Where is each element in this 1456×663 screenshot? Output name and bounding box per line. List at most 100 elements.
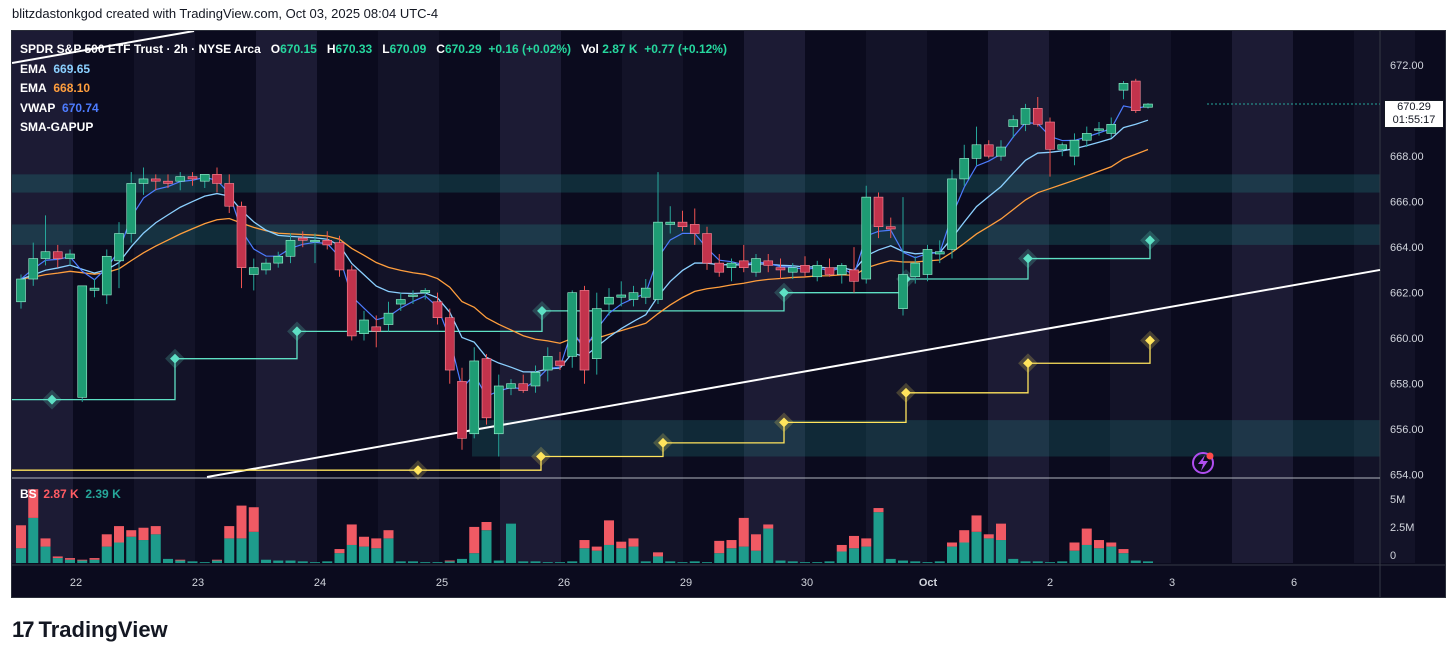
pivot-marker — [536, 451, 546, 462]
sell-volume-bar — [616, 541, 627, 549]
buy-volume-bar — [65, 559, 75, 563]
buy-volume-bar — [493, 560, 504, 563]
candle — [261, 262, 271, 271]
buy-volume-bar — [273, 560, 284, 563]
sell-volume-bar — [126, 530, 137, 537]
x-tick-label: 6 — [1291, 577, 1297, 589]
sell-volume-bar — [1106, 542, 1117, 547]
buy-volume-bar — [359, 546, 369, 563]
sell-volume-bar — [653, 552, 663, 557]
legend-vwap[interactable]: VWAP 670.74 — [20, 100, 99, 115]
candle — [493, 385, 504, 435]
bs-legend[interactable]: BS 2.87 K 2.39 K — [20, 487, 121, 501]
candle — [273, 255, 284, 264]
buy-volume-bar — [983, 538, 994, 563]
buy-volume-bar — [199, 562, 210, 563]
candle — [555, 360, 565, 366]
sell-volume-bar — [873, 508, 884, 513]
pivot-marker — [1145, 235, 1155, 246]
legend-sma-gapup[interactable]: SMA-GAPUP — [20, 120, 94, 134]
pivot-marker — [292, 326, 302, 337]
candle — [898, 274, 908, 309]
candle — [738, 260, 749, 268]
buy-volume-bar — [787, 561, 798, 563]
buy-volume-bar — [726, 548, 737, 563]
y-tick-label: 660.00 — [1390, 333, 1424, 345]
buy-volume-bar — [836, 551, 847, 563]
chart-legend: SPDR S&P 500 ETF Trust · 2h · NYSE Arca … — [20, 40, 727, 138]
buy-volume-bar — [567, 561, 578, 563]
candle — [432, 301, 443, 319]
candle — [861, 196, 872, 280]
candle — [983, 144, 994, 157]
candle — [224, 183, 235, 207]
legend-change: +0.16 (+0.02%) — [488, 42, 572, 56]
candle — [665, 221, 676, 225]
sell-volume-bar — [1118, 549, 1129, 554]
candle — [457, 381, 467, 439]
tradingview-mark-icon: 17 — [12, 617, 35, 642]
buy-volume-bar — [763, 528, 774, 563]
sell-volume-bar — [212, 559, 222, 561]
x-tick-label: 23 — [192, 577, 204, 589]
candle — [604, 296, 614, 305]
candle — [726, 262, 737, 268]
sell-volume-bar — [604, 520, 614, 545]
buy-volume-bar — [114, 542, 124, 563]
candle — [28, 258, 39, 280]
chart-panel[interactable]: 672.00670.00668.00666.00664.00662.00660.… — [11, 30, 1446, 598]
pivot-marker — [1023, 253, 1033, 264]
buy-volume-bar — [432, 562, 443, 563]
buy-volume-bar — [261, 559, 271, 563]
candle — [248, 267, 259, 275]
buy-volume-bar — [150, 534, 161, 563]
x-tick-label: 26 — [558, 577, 570, 589]
candle — [1069, 139, 1080, 157]
session-shade — [1232, 31, 1293, 563]
candle — [163, 180, 173, 184]
candle — [16, 278, 26, 303]
buy-volume-bar — [457, 558, 467, 563]
candle — [138, 178, 149, 184]
x-tick-label: 25 — [436, 577, 448, 589]
candle — [89, 287, 100, 291]
candle — [579, 290, 590, 371]
buy-volume-bar — [506, 523, 516, 563]
buy-volume-bar — [1045, 562, 1055, 563]
buy-volume-bar — [310, 562, 320, 563]
sell-volume-bar — [959, 530, 970, 543]
candle — [65, 253, 75, 259]
chart-credit: blitzdastonkgod created with TradingView… — [12, 6, 439, 21]
buy-volume-bar — [677, 562, 688, 563]
legend-ema-slow[interactable]: EMA 668.10 — [20, 81, 91, 95]
sell-volume-bar — [751, 534, 761, 551]
candle — [150, 178, 161, 182]
buy-volume-bar — [555, 562, 565, 563]
buy-volume-bar — [334, 553, 345, 563]
legend-volume: 2.87 K — [602, 42, 638, 56]
buy-volume-bar — [702, 562, 712, 563]
legend-ema-fast[interactable]: EMA 669.65 — [20, 61, 91, 76]
buy-volume-bar — [16, 548, 26, 563]
x-tick-label: 30 — [801, 577, 813, 589]
volume-tick-label: 5M — [1390, 494, 1405, 506]
session-shade — [744, 31, 805, 563]
buy-volume-bar — [934, 561, 945, 563]
candle — [702, 233, 712, 264]
pivot-marker — [170, 353, 180, 364]
y-tick-label: 664.00 — [1390, 242, 1424, 254]
legend-symbol[interactable]: SPDR S&P 500 ETF Trust · 2h · NYSE Arca — [20, 42, 261, 56]
buy-volume-bar — [126, 536, 137, 563]
candle — [1081, 133, 1092, 141]
sell-volume-bar — [444, 560, 455, 562]
buy-volume-bar — [689, 561, 700, 563]
candle — [787, 267, 798, 273]
volume-tick-label: 0 — [1390, 550, 1396, 562]
y-tick-label: 656.00 — [1390, 424, 1424, 436]
candle — [175, 176, 186, 182]
candlestick-chart[interactable]: 672.00670.00668.00666.00664.00662.00660.… — [12, 31, 1445, 597]
trendline — [206, 268, 1381, 478]
candle — [1008, 119, 1019, 127]
candle — [371, 326, 382, 332]
candle — [506, 383, 516, 389]
